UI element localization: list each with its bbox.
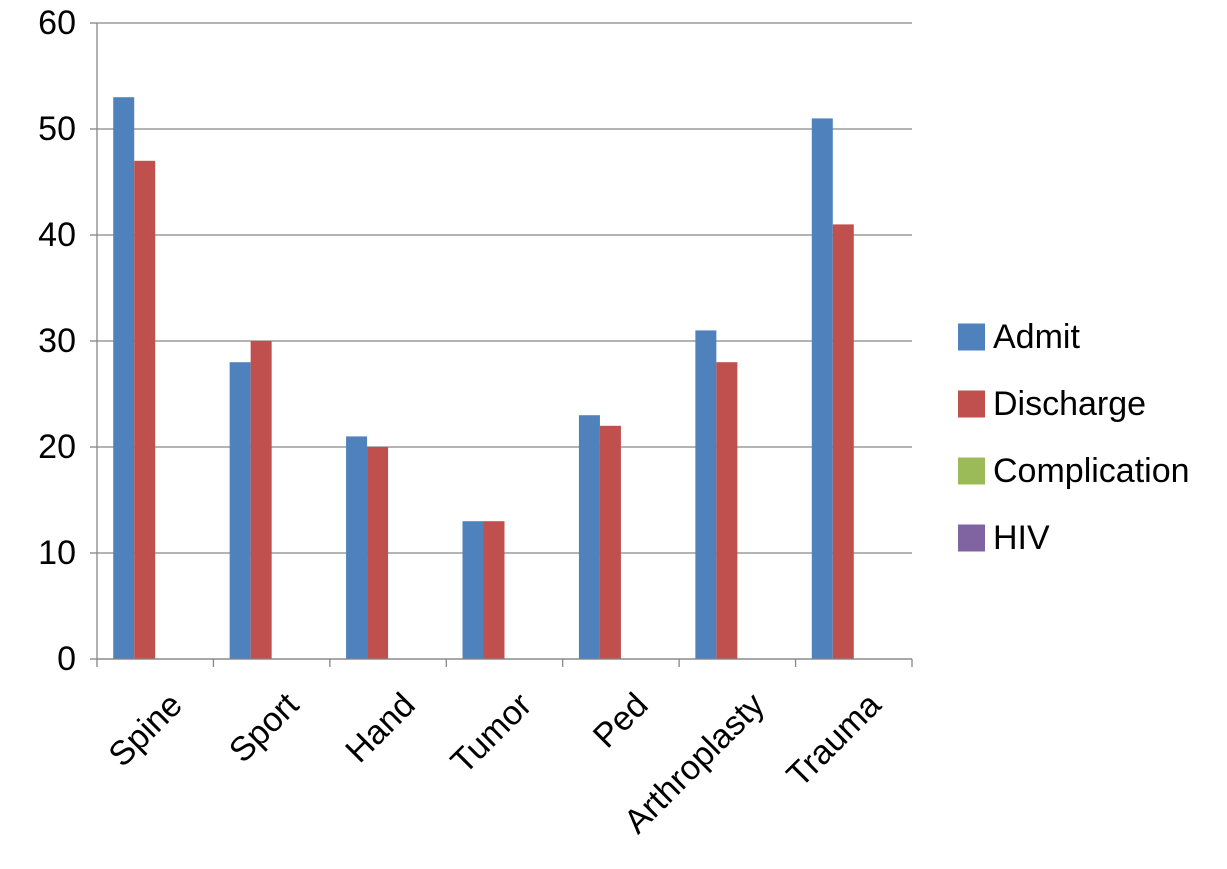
y-tick-label: 20 [38,428,76,466]
bar-admit-ped [578,415,600,659]
bar-admit-hand [346,436,368,659]
bar-admit-arthroplasty [695,330,717,659]
y-tick-label: 40 [38,216,76,254]
bar-discharge-arthroplasty [716,362,738,659]
y-tick-label: 60 [38,4,76,42]
legend: Admit Discharge Complication HIV [958,318,1190,557]
legend-swatch [958,457,985,485]
bar-discharge-tumor [483,521,505,659]
x-tick-label: Hand [338,686,422,770]
x-tick-label: Trauma [780,686,889,795]
bar-discharge-trauma [832,224,854,659]
y-tick-label: 50 [38,110,76,148]
bar-admit-sport [229,362,251,659]
bar-admit-spine [113,97,135,659]
bar-admit-trauma [811,118,833,659]
legend-swatch [958,323,985,351]
bars [113,97,854,660]
legend-swatch [958,390,985,418]
x-tick-label: Ped [586,686,656,756]
legend-item-complication: Complication [958,452,1190,490]
y-tick-labels: 0 10 20 30 40 50 60 [38,4,76,678]
y-tick-label: 0 [57,640,76,678]
y-tick-label: 30 [38,322,76,360]
legend-label: HIV [993,519,1050,557]
legend-item-hiv: HIV [958,519,1050,557]
legend-swatch [958,524,985,552]
legend-label: Admit [993,318,1080,356]
y-tick-label: 10 [38,534,76,572]
x-tick-label: Spine [101,686,189,774]
bar-discharge-hand [367,447,389,659]
x-tick-label: Sport [222,685,307,770]
bar-discharge-sport [250,341,272,659]
legend-label: Complication [993,452,1190,490]
legend-label: Discharge [993,385,1146,423]
axes [96,23,913,667]
bar-admit-tumor [462,521,484,659]
legend-item-admit: Admit [958,318,1080,356]
x-tick-label: Tumor [444,686,539,781]
bar-discharge-spine [134,160,156,660]
legend-item-discharge: Discharge [958,385,1146,423]
bar-discharge-ped [599,425,621,659]
